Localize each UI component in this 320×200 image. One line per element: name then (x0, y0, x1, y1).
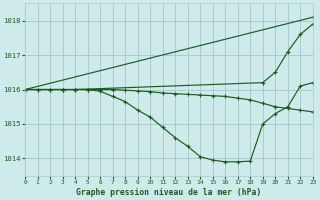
X-axis label: Graphe pression niveau de la mer (hPa): Graphe pression niveau de la mer (hPa) (76, 188, 261, 197)
